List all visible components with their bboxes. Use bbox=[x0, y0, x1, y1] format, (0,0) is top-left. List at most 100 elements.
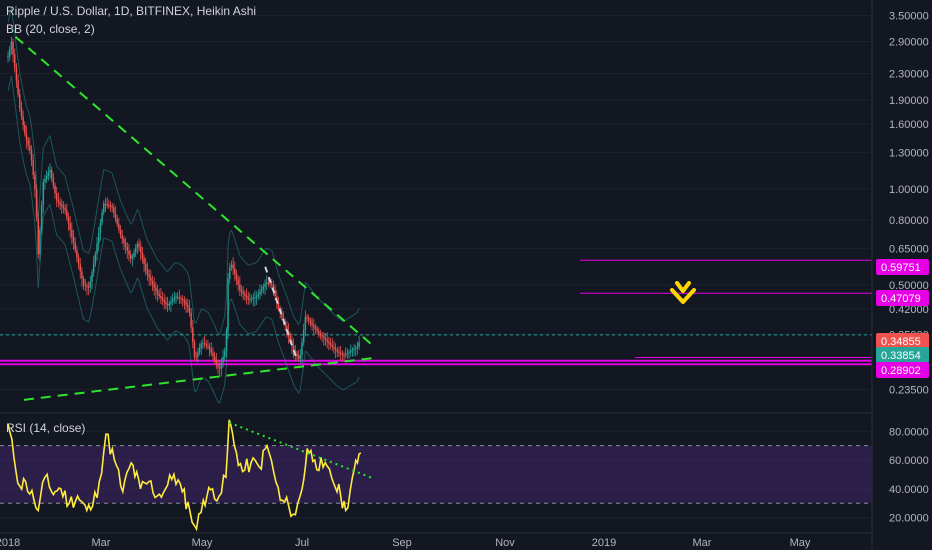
candle-body bbox=[150, 277, 152, 281]
candle-body bbox=[180, 298, 182, 300]
candle-body bbox=[297, 356, 300, 359]
candle-body bbox=[119, 229, 122, 236]
price-tick-label: 1.90000 bbox=[889, 95, 929, 107]
candle-body bbox=[178, 297, 181, 299]
candle-body bbox=[156, 290, 159, 294]
price-tag bbox=[876, 290, 929, 306]
candle-body bbox=[249, 298, 251, 300]
rsi-indicator-label[interactable]: RSI (14, close) bbox=[6, 421, 86, 435]
price-tick-label: 0.42000 bbox=[889, 304, 929, 316]
down-arrow-icon bbox=[670, 281, 696, 304]
price-axis[interactable]: 3.50000 2.90000 2.30000 1.90000 1.60000 1.300… bbox=[889, 11, 929, 397]
candle-body bbox=[40, 205, 43, 230]
rsi-axis[interactable]: 80.0000 60.0000 40.0000 20.0000 bbox=[889, 426, 929, 524]
candle-body bbox=[346, 353, 349, 355]
candle-body bbox=[245, 295, 248, 298]
candle-body bbox=[264, 283, 266, 287]
bb-upper-band bbox=[7, 7, 360, 336]
candle-body bbox=[176, 296, 179, 298]
price-tick-label: 1.60000 bbox=[889, 119, 929, 131]
candle-body bbox=[17, 80, 19, 95]
time-tick-label: Mar bbox=[92, 537, 111, 549]
candle-body bbox=[123, 238, 125, 243]
candle-body bbox=[222, 356, 224, 363]
candle-body bbox=[307, 317, 310, 321]
candle-body bbox=[306, 316, 308, 318]
candle-body bbox=[106, 204, 108, 206]
candle-body bbox=[321, 335, 323, 337]
candle-body bbox=[257, 294, 260, 297]
candle-body bbox=[128, 250, 130, 255]
price-tick-label: 1.00000 bbox=[889, 184, 929, 196]
candle-body bbox=[96, 243, 98, 254]
candle-body bbox=[146, 269, 149, 275]
candle-body bbox=[344, 354, 347, 356]
price-tick-label: 2.30000 bbox=[889, 69, 929, 81]
candle-body bbox=[49, 170, 51, 173]
time-axis[interactable]: 2018 Mar May Jul Sep Nov 2019 Mar May bbox=[0, 537, 811, 549]
candle-body bbox=[355, 347, 357, 349]
bb-indicator-label[interactable]: BB (20, close, 2) bbox=[6, 22, 95, 36]
candle-body bbox=[35, 189, 38, 218]
candle-body bbox=[69, 223, 71, 230]
time-tick-label: Jul bbox=[295, 537, 309, 549]
price-tag bbox=[876, 259, 929, 275]
candle-body bbox=[15, 67, 18, 81]
candle-body bbox=[296, 353, 298, 357]
price-tag-label: 0.33854 bbox=[881, 350, 921, 362]
candle-body bbox=[319, 333, 322, 336]
candle-body bbox=[314, 326, 317, 329]
candle-body bbox=[24, 124, 26, 134]
candle-body bbox=[213, 356, 216, 360]
candle-body bbox=[136, 243, 139, 249]
candle-body bbox=[358, 342, 360, 347]
candle-body bbox=[161, 298, 164, 301]
candle-body bbox=[215, 359, 218, 364]
chart-title[interactable]: Ripple / U.S. Dollar, 1D, BITFINEX, Heik… bbox=[6, 4, 257, 18]
candle-body bbox=[76, 250, 78, 258]
price-tag bbox=[876, 333, 929, 349]
candle-body bbox=[336, 350, 339, 352]
candle-body bbox=[212, 352, 214, 357]
candle-body bbox=[202, 343, 204, 345]
candle-body bbox=[134, 248, 137, 253]
candle-body bbox=[250, 298, 253, 300]
candle-body bbox=[104, 203, 107, 205]
candle-body bbox=[50, 170, 53, 178]
price-tag bbox=[876, 362, 929, 378]
candle-body bbox=[260, 289, 263, 292]
time-tick-label: May bbox=[192, 537, 213, 549]
candle-body bbox=[7, 56, 9, 58]
candle-body bbox=[72, 236, 75, 244]
candle-body bbox=[74, 243, 76, 251]
candle-body bbox=[52, 177, 55, 186]
candle-body bbox=[203, 343, 206, 345]
candle-body bbox=[281, 312, 283, 318]
candle-body bbox=[121, 235, 123, 239]
candle-body bbox=[54, 185, 56, 194]
candle-body bbox=[218, 367, 221, 369]
candle-body bbox=[193, 342, 196, 357]
time-tick-label: Mar bbox=[693, 537, 712, 549]
candle-body bbox=[27, 140, 29, 146]
rsi-line bbox=[7, 419, 362, 532]
candle-body bbox=[118, 224, 120, 230]
candle-body bbox=[356, 346, 359, 348]
price-tag-label: 0.47079 bbox=[881, 293, 921, 305]
candle-body bbox=[299, 355, 302, 359]
candle-body bbox=[187, 304, 189, 308]
bb-lower-band bbox=[7, 75, 360, 404]
candle-body bbox=[71, 229, 73, 237]
time-tick-label: Nov bbox=[495, 537, 515, 549]
candle-body bbox=[232, 264, 234, 269]
candle-body bbox=[271, 284, 273, 286]
candle-body bbox=[311, 322, 313, 325]
candle-body bbox=[255, 296, 258, 298]
candle-body bbox=[10, 41, 13, 50]
candle-body bbox=[259, 291, 261, 295]
price-tick-label: 0.65000 bbox=[889, 244, 929, 256]
rsi-trendline bbox=[228, 421, 375, 480]
candle-body bbox=[148, 274, 150, 278]
candle-body bbox=[101, 212, 103, 223]
